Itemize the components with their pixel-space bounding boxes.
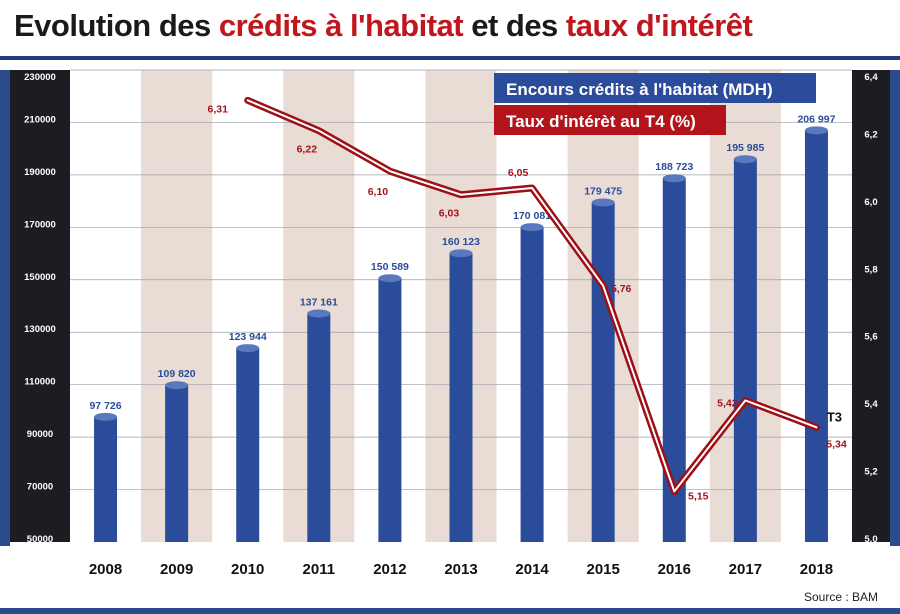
rate-line-core <box>246 99 818 493</box>
bar-value-label: 137 161 <box>300 296 338 308</box>
y-left-tick-label: 190000 <box>24 167 56 178</box>
bar <box>733 159 757 542</box>
bar-cap <box>378 274 402 283</box>
title-part-3: et des <box>463 8 566 43</box>
y-left-tick-label: 50000 <box>27 534 53 545</box>
left-frame-bar <box>0 70 10 546</box>
rate-value-label: 6,22 <box>297 144 318 156</box>
legend-swatch-line <box>494 105 726 135</box>
bar <box>236 348 260 542</box>
rate-value-label: 6,10 <box>368 186 389 198</box>
x-tick-label: 2018 <box>800 561 833 578</box>
right-axis-panel <box>852 70 890 542</box>
y-right-tick-label: 5,6 <box>864 332 877 343</box>
x-tick-label: 2010 <box>231 561 264 578</box>
bar-cap <box>520 223 544 232</box>
bar <box>94 416 118 542</box>
x-tick-label: 2015 <box>586 561 619 578</box>
rate-value-label: 6,03 <box>439 208 460 220</box>
bar-cap <box>94 412 118 421</box>
x-tick-label: 2013 <box>444 561 477 578</box>
bar <box>307 313 331 542</box>
bar-cap <box>733 155 757 164</box>
bar-value-label: 123 944 <box>229 331 267 343</box>
bar <box>520 227 544 543</box>
y-right-tick-label: 6,2 <box>864 129 877 140</box>
bar <box>449 253 473 542</box>
legend-label-bars: Encours crédits à l'habitat (MDH) <box>506 80 773 99</box>
bar <box>591 202 615 542</box>
y-right-tick-label: 6,4 <box>864 72 878 83</box>
y-right-tick-label: 5,8 <box>864 264 877 275</box>
y-left-tick-label: 70000 <box>27 482 53 493</box>
y-left-tick-label: 150000 <box>24 272 56 283</box>
x-tick-label: 2016 <box>658 561 691 578</box>
legend-label-line: Taux d'intérèt au T4 (%) <box>506 112 696 131</box>
y-left-tick-label: 210000 <box>24 114 56 125</box>
x-tick-label: 2009 <box>160 561 193 578</box>
title-part-1: Evolution des <box>14 8 219 43</box>
chart: 50000 70000 90000 110000 130000 150000 170000 1… <box>0 69 900 578</box>
source-note: Source : BAM <box>803 590 878 604</box>
title-part-2: crédits à l'habitat <box>218 8 464 43</box>
x-tick-label: 2014 <box>515 561 549 578</box>
title-part-4: taux d'intérêt <box>565 8 753 43</box>
bar-value-label: 97 726 <box>89 400 121 412</box>
x-tick-label: 2008 <box>89 561 122 578</box>
bar <box>662 178 686 542</box>
bottom-divider <box>0 608 900 614</box>
x-tick-label: 2012 <box>373 561 406 578</box>
bar-cap <box>236 344 260 353</box>
annotation-label: T3 <box>827 409 842 424</box>
y-left-tick-label: 170000 <box>24 219 56 230</box>
bar <box>804 130 828 542</box>
bar-cap <box>591 198 615 207</box>
bar-value-label: 179 475 <box>584 185 622 197</box>
bar-value-label: 150 589 <box>371 261 409 273</box>
bar-value-label: 170 081 <box>513 210 551 222</box>
bar-cap <box>804 126 828 135</box>
bar-value-label: 160 123 <box>442 236 480 248</box>
bar-value-label: 206 997 <box>797 113 835 125</box>
bar-value-label: 188 723 <box>655 161 693 173</box>
bar <box>378 278 402 542</box>
right-frame-bar <box>890 70 900 546</box>
left-axis-panel <box>10 70 70 542</box>
bar <box>165 385 189 542</box>
rate-value-label: 5,42 <box>717 397 738 409</box>
rate-value-label: 6,31 <box>208 103 229 115</box>
y-left-tick-label: 110000 <box>24 377 55 388</box>
bar-cap <box>307 309 331 318</box>
y-left-tick-label: 230000 <box>24 72 56 83</box>
x-tick-label: 2017 <box>729 561 762 578</box>
y-right-tick-label: 6,0 <box>864 197 877 208</box>
rate-value-label: 5,34 <box>826 438 847 450</box>
y-right-tick-label: 5,2 <box>864 467 877 478</box>
bar-cap <box>662 174 686 183</box>
y-right-tick-label: 5,4 <box>864 399 878 410</box>
rate-value-label: 6,05 <box>508 167 529 179</box>
legend-swatch-bars <box>494 73 816 103</box>
bar-value-label: 195 985 <box>726 142 764 154</box>
rate-value-label: 5,76 <box>611 283 632 295</box>
title-divider <box>0 56 900 60</box>
bar-cap <box>449 249 473 258</box>
y-left-tick-label: 130000 <box>24 324 56 335</box>
bar-cap <box>165 381 189 390</box>
y-right-tick-label: 5,0 <box>864 534 877 545</box>
x-tick-label: 2011 <box>303 561 336 578</box>
rate-value-label: 5,15 <box>688 490 709 502</box>
bar-value-label: 109 820 <box>158 368 196 380</box>
y-left-tick-label: 90000 <box>27 429 53 440</box>
chart-title: Evolution des crédits à l'habitat et des… <box>14 8 753 44</box>
